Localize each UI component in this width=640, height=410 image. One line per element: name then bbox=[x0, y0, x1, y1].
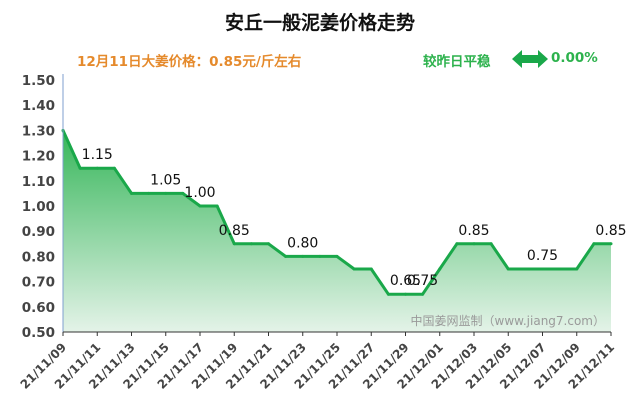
data-point bbox=[147, 191, 151, 195]
data-point bbox=[112, 166, 116, 170]
y-tick-label: 0.60 bbox=[22, 300, 55, 316]
compare-text: 较昨日平稳 bbox=[423, 54, 491, 70]
data-point bbox=[232, 242, 236, 246]
data-point bbox=[284, 254, 288, 258]
y-tick-label: 1.20 bbox=[22, 149, 55, 165]
data-point bbox=[335, 254, 339, 258]
data-point bbox=[78, 166, 82, 170]
data-point bbox=[489, 242, 493, 246]
watermark: 中国姜网监制（www.jiang7.com） bbox=[411, 313, 605, 328]
data-point bbox=[575, 267, 579, 271]
y-tick-label: 1.40 bbox=[22, 98, 55, 114]
data-point bbox=[541, 267, 544, 271]
price-area bbox=[63, 130, 611, 332]
data-point bbox=[455, 242, 459, 246]
data-point bbox=[198, 204, 202, 208]
data-point bbox=[523, 267, 527, 271]
data-point bbox=[301, 254, 305, 258]
data-label: 0.85 bbox=[219, 223, 250, 239]
data-point bbox=[609, 242, 613, 246]
price-summary: 12月11日大姜价格：0.85元/斤左右 bbox=[77, 54, 302, 70]
data-label: 1.15 bbox=[82, 147, 113, 163]
data-point bbox=[506, 267, 510, 271]
data-point bbox=[318, 254, 322, 258]
data-label: 0.75 bbox=[527, 248, 558, 264]
data-label: 0.85 bbox=[595, 223, 626, 239]
y-tick-label: 1.00 bbox=[22, 199, 55, 215]
data-point bbox=[267, 242, 270, 246]
data-point bbox=[592, 242, 596, 246]
data-point bbox=[181, 191, 185, 195]
data-point bbox=[558, 267, 562, 271]
y-tick-label: 0.50 bbox=[22, 325, 55, 341]
data-point bbox=[95, 166, 99, 170]
data-point bbox=[164, 191, 168, 195]
y-tick-label: 0.80 bbox=[22, 249, 55, 265]
data-label: 0.85 bbox=[458, 223, 489, 239]
data-point bbox=[249, 242, 253, 246]
y-tick-label: 1.10 bbox=[22, 174, 55, 190]
data-point bbox=[421, 292, 425, 296]
data-point bbox=[369, 267, 373, 271]
data-point bbox=[472, 242, 476, 246]
y-tick-label: 1.50 bbox=[22, 73, 55, 89]
data-label: 1.05 bbox=[150, 172, 181, 188]
y-tick-label: 0.90 bbox=[22, 224, 55, 240]
data-label: 0.75 bbox=[407, 273, 438, 289]
data-point bbox=[215, 204, 219, 208]
data-label: 1.00 bbox=[184, 185, 215, 201]
data-point bbox=[386, 292, 390, 296]
data-point bbox=[404, 292, 407, 296]
y-tick-label: 1.30 bbox=[22, 123, 55, 139]
change-percent: 0.00% bbox=[551, 50, 598, 66]
data-point bbox=[438, 267, 442, 271]
double-arrow-icon bbox=[512, 50, 548, 68]
data-label: 0.80 bbox=[287, 235, 318, 251]
y-tick-label: 0.70 bbox=[22, 275, 55, 291]
data-point bbox=[130, 191, 133, 195]
data-point bbox=[352, 267, 356, 271]
chart-title: 安丘一般泥姜价格走势 bbox=[224, 12, 415, 34]
data-label: 0.65 bbox=[390, 273, 421, 289]
